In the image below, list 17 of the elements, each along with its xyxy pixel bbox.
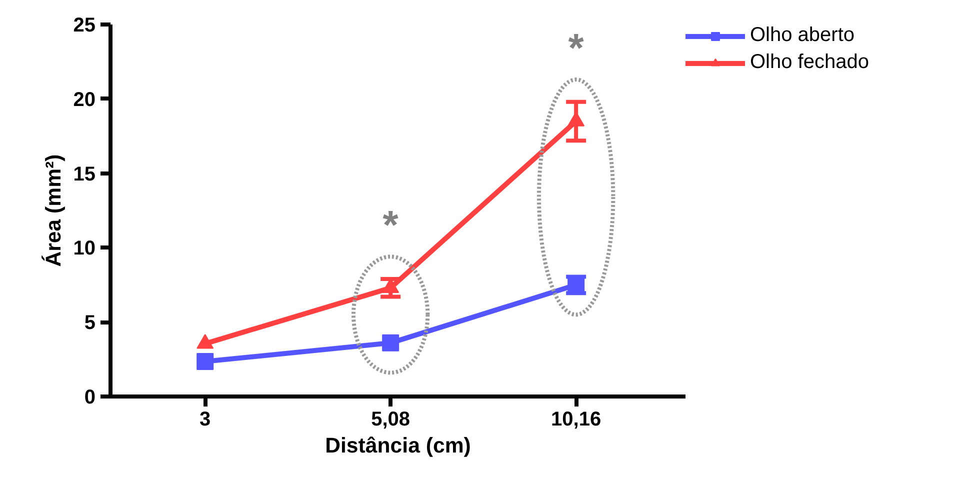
y-tick-label: 25 [73,14,96,36]
point [196,353,214,370]
annotation: * [382,204,399,248]
legend-label: Olho aberto [750,24,855,47]
x-axis-title: Distância (cm) [325,434,471,458]
y-tick-label: 5 [84,312,96,334]
annotation: * [568,26,584,71]
x-tick-label: 3 [200,408,211,430]
legend-label: Olho fechado [750,51,869,74]
y-tick-label: 0 [84,386,96,408]
y-tick-label: 15 [73,163,96,186]
y-axis-title: Área (mm²) [41,154,66,267]
x-tick-label: 10,16 [551,408,602,430]
x-tick-label: 5,08 [371,408,410,430]
point [382,334,400,352]
y-tick-label: 10 [73,238,96,260]
y-tick-label: 20 [73,88,96,111]
